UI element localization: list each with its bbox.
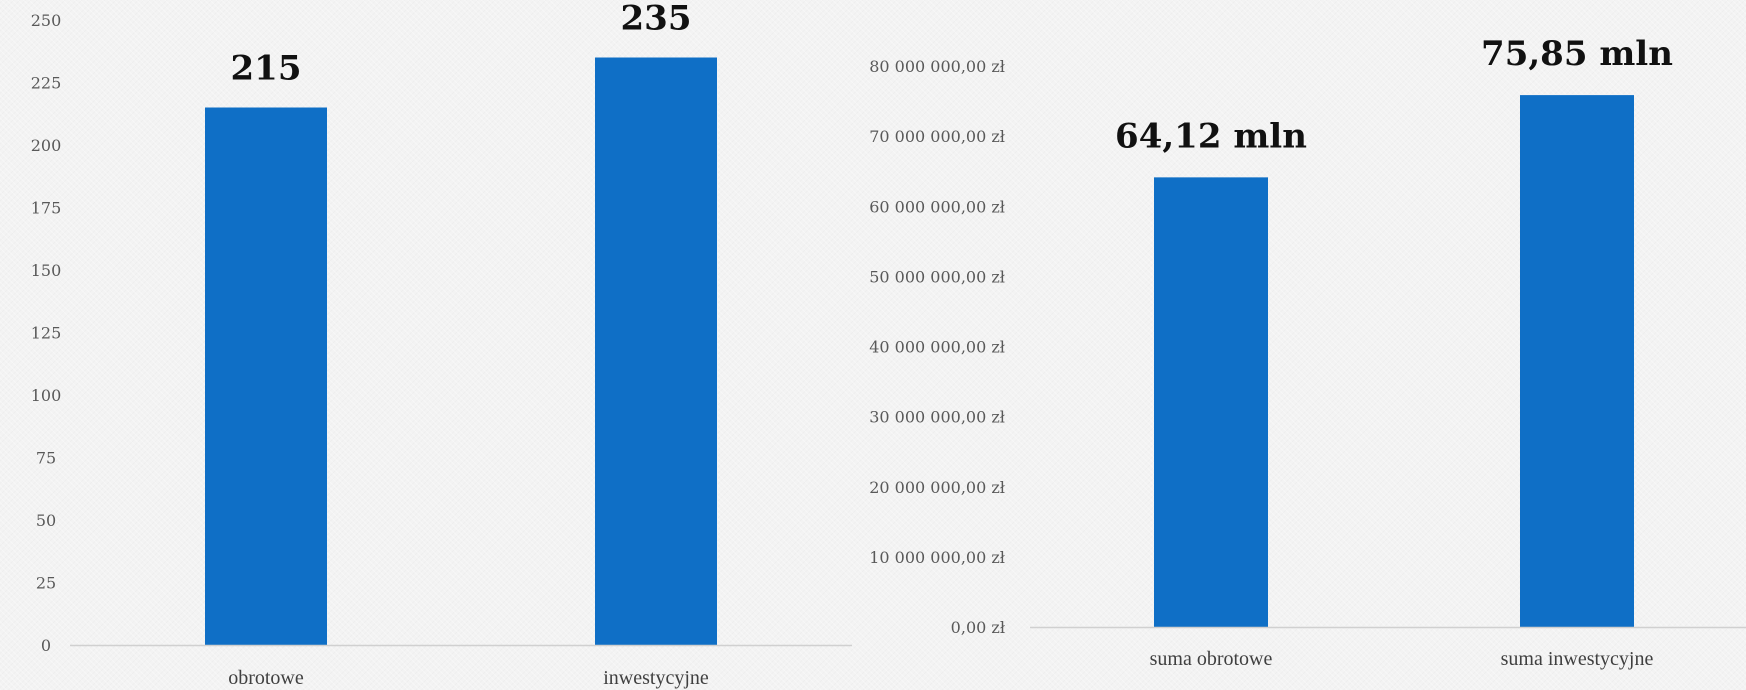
data-label: 235 (621, 0, 692, 39)
y-tick-label: 75 (36, 449, 56, 468)
data-label: 215 (231, 49, 302, 89)
y-tick-label: 175 (31, 199, 62, 218)
bar-inwestycyjne (595, 57, 717, 645)
data-label: 75,85 mln (1481, 34, 1673, 74)
y-tick-label: 30 000 000,00 zł (869, 408, 1005, 427)
y-tick-label: 150 (31, 261, 62, 280)
y-tick-label: 0 (41, 636, 51, 655)
y-tick-label: 100 (31, 386, 62, 405)
y-tick-label: 80 000 000,00 zł (869, 57, 1005, 76)
x-category-label: obrotowe (228, 667, 304, 689)
y-tick-label: 125 (31, 324, 62, 343)
x-category-label: suma inwestycyjne (1501, 648, 1654, 670)
chart-sum: 0,00 zł 10 000 000,00 zł 20 000 000,00 zł 3… (869, 34, 1746, 670)
y-tick-label: 25 (36, 574, 56, 593)
y-tick-label: 40 000 000,00 zł (869, 338, 1005, 357)
y-tick-label: 60 000 000,00 zł (869, 197, 1005, 216)
y-tick-label: 250 (31, 11, 62, 30)
x-category-label: suma obrotowe (1150, 648, 1273, 670)
bar-obrotowe (205, 107, 327, 645)
y-tick-label: 10 000 000,00 zł (869, 548, 1005, 567)
y-tick-label: 70 000 000,00 zł (869, 127, 1005, 146)
x-category-label: inwestycyjne (603, 667, 709, 689)
data-label: 64,12 mln (1115, 116, 1307, 156)
bar-suma-inwestycyjne (1520, 95, 1634, 628)
chart-count: 0 25 50 75 100 125 150 175 200 225 250 215 obrotowe 2… (31, 0, 852, 689)
bar-suma-obrotowe (1154, 177, 1268, 627)
y-tick-label: 200 (31, 136, 62, 155)
y-tick-label: 225 (31, 74, 62, 93)
y-tick-label: 20 000 000,00 zł (869, 478, 1005, 497)
y-tick-label: 0,00 zł (951, 618, 1005, 637)
y-tick-label: 50 (36, 511, 56, 530)
y-tick-label: 50 000 000,00 zł (869, 267, 1005, 286)
